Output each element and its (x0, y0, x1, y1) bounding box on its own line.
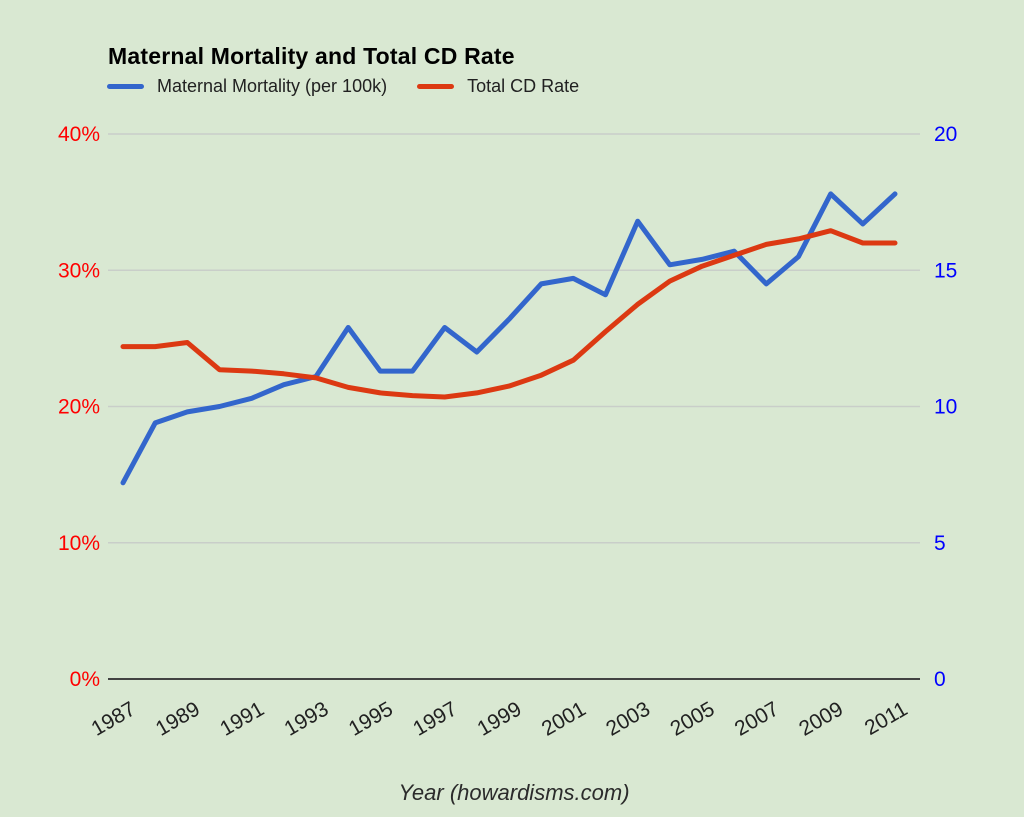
x-axis-tick-label: 1999 (474, 697, 526, 740)
left-axis-tick-label: 10% (58, 532, 100, 555)
x-axis-tick-label: 1997 (409, 697, 461, 740)
left-axis-tick-label: 0% (70, 668, 100, 691)
right-axis-tick-label: 5 (934, 532, 946, 555)
x-axis-tick-label: 1987 (88, 697, 140, 740)
left-axis-tick-label: 40% (58, 123, 100, 146)
x-axis-tick-label: 2005 (667, 697, 719, 740)
series-line-total-cd-rate (120, 228, 898, 400)
left-axis-tick-label: 20% (58, 396, 100, 419)
x-axis-tick-label: 1989 (152, 697, 204, 740)
x-axis-tick-label: 2001 (538, 697, 590, 740)
x-axis-tick-label: 2003 (602, 697, 654, 740)
legend-item-total-cd-rate: Total CD Rate (417, 76, 579, 97)
legend-label-total-cd-rate: Total CD Rate (467, 75, 580, 96)
x-axis-title: Year (howardisms.com) (398, 780, 630, 805)
x-axis-tick-label: 1993 (281, 697, 333, 740)
right-axis-tick-label: 15 (934, 259, 957, 282)
x-axis-tick-label: 2011 (861, 697, 912, 740)
x-axis-tick-label: 2007 (731, 697, 783, 740)
legend-line-swatch-blue-icon (107, 83, 144, 89)
x-axis-tick-label: 1995 (345, 697, 397, 740)
chart-title: Maternal Mortality and Total CD Rate (108, 43, 515, 70)
legend-label-maternal-mortality: Maternal Mortality (per 100k) (157, 75, 388, 96)
legend-line-swatch-red-icon (417, 83, 455, 89)
x-axis-tick-label: 1991 (216, 697, 268, 740)
left-axis-tick-label: 30% (58, 259, 100, 282)
right-axis-tick-label: 0 (934, 668, 946, 691)
x-axis-tick-label: 2009 (795, 697, 847, 740)
legend: Maternal Mortality (per 100k) Total CD R… (107, 72, 609, 100)
right-axis-tick-label: 10 (934, 396, 957, 419)
legend-item-maternal-mortality: Maternal Mortality (per 100k) (107, 76, 387, 97)
right-axis-tick-label: 20 (934, 123, 957, 146)
series-line-maternal-mortality (120, 191, 898, 486)
